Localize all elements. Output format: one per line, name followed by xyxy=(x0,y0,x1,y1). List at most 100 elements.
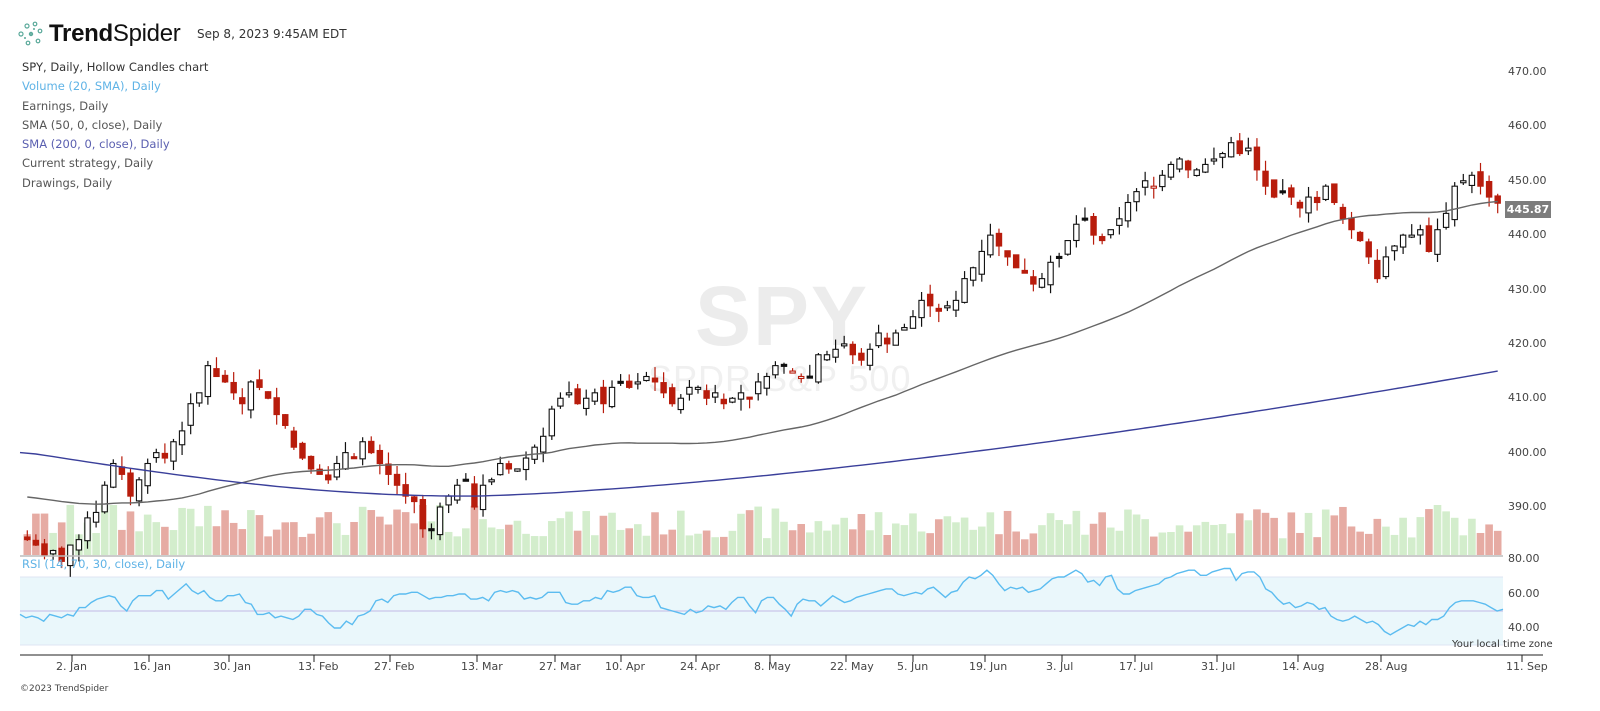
volume-bar xyxy=(393,509,401,555)
volume-bar xyxy=(307,533,315,555)
candle xyxy=(436,506,444,536)
price-tick-label: 470.00 xyxy=(1508,65,1547,78)
volume-bar xyxy=(109,505,118,555)
candle xyxy=(1245,147,1252,152)
candle xyxy=(239,397,246,405)
volume-bar xyxy=(780,521,788,555)
candle xyxy=(1219,153,1226,158)
sma200-line xyxy=(19,370,1498,497)
candle xyxy=(978,250,985,275)
volume-bar xyxy=(298,536,307,555)
candle xyxy=(608,386,616,408)
volume-bar xyxy=(1278,538,1287,555)
volume-bars xyxy=(23,505,1502,555)
candle xyxy=(144,462,151,487)
volume-bar xyxy=(943,516,952,555)
candle xyxy=(359,441,366,460)
timezone-note[interactable]: Your local time zone xyxy=(1452,639,1553,650)
volume-bar xyxy=(814,521,823,555)
candle xyxy=(1425,225,1433,252)
legend-earnings[interactable]: Earnings, Daily xyxy=(22,98,109,113)
volume-bar xyxy=(883,534,891,555)
candle xyxy=(204,365,212,398)
volume-bar xyxy=(1261,512,1270,555)
legend-drawings[interactable]: Drawings, Daily xyxy=(22,175,113,190)
volume-bar xyxy=(1235,513,1244,555)
volume-bar xyxy=(1459,535,1468,555)
volume-bar xyxy=(49,532,57,555)
candle xyxy=(161,452,169,459)
candle xyxy=(299,442,306,459)
volume-bar xyxy=(1450,517,1459,555)
volume-bar xyxy=(848,529,857,555)
volume-bar xyxy=(135,531,143,555)
volume-bar xyxy=(513,520,522,555)
volume-bar xyxy=(711,537,720,555)
candle xyxy=(729,397,736,403)
candle xyxy=(866,348,874,366)
volume-bar xyxy=(376,516,384,555)
candle xyxy=(488,479,495,483)
candle xyxy=(1012,254,1020,269)
candle xyxy=(1485,180,1493,198)
rsi-legend[interactable]: RSI (14, 70, 30, close), Daily xyxy=(22,557,186,571)
candle xyxy=(677,397,685,411)
time-tick-label: 19. Jun xyxy=(969,660,1008,673)
candle xyxy=(497,462,504,476)
volume-bar xyxy=(788,530,797,555)
candle xyxy=(101,484,108,513)
time-tick-label: 27. Feb xyxy=(374,660,415,673)
candle xyxy=(1116,218,1123,226)
volume-bar xyxy=(952,522,960,555)
candle xyxy=(1313,196,1321,204)
volume-bar xyxy=(178,507,186,555)
candle xyxy=(1279,190,1286,194)
legend-main-series[interactable]: SPY, Daily, Hollow Candles chart xyxy=(22,60,209,74)
time-tick-label: 31. Jul xyxy=(1201,660,1236,673)
candle xyxy=(1374,259,1381,280)
candle xyxy=(58,547,65,562)
candle xyxy=(583,397,590,410)
volume-bar xyxy=(1390,534,1399,555)
volume-bar xyxy=(866,530,874,555)
time-tick-label: 16. Jan xyxy=(133,660,171,673)
candle xyxy=(840,343,848,347)
candle xyxy=(445,495,452,506)
candle xyxy=(1038,278,1046,288)
candle xyxy=(1021,269,1028,274)
volume-bar xyxy=(642,535,651,555)
volume-bar xyxy=(1468,518,1476,555)
candle xyxy=(1365,241,1372,258)
time-tick-label: 24. Apr xyxy=(680,660,721,673)
volume-bar xyxy=(126,511,135,555)
candle xyxy=(316,468,323,475)
candle xyxy=(1073,223,1080,242)
candle xyxy=(883,337,891,345)
volume-bar xyxy=(1012,531,1020,555)
volume-bar xyxy=(539,536,548,555)
time-tick-label: 8. May xyxy=(754,660,791,673)
candle xyxy=(402,484,409,497)
candle xyxy=(368,440,375,454)
legend-volume[interactable]: Volume (20, SMA), Daily xyxy=(22,79,161,94)
legend-sma50[interactable]: SMA (50, 0, close), Daily xyxy=(22,117,163,132)
volume-bar xyxy=(926,533,934,555)
candle xyxy=(918,299,925,319)
volume-bar xyxy=(651,512,659,555)
legend-sma200[interactable]: SMA (200, 0, close), Daily xyxy=(22,137,170,152)
volume-bar xyxy=(315,517,324,555)
legend-current-strategy[interactable]: Current strategy, Daily xyxy=(22,156,154,171)
candle xyxy=(282,414,289,426)
candle xyxy=(832,348,839,358)
candle xyxy=(754,381,762,395)
candle xyxy=(1159,174,1166,188)
volume-bar xyxy=(152,522,161,555)
volume-bar xyxy=(1132,514,1141,555)
volume-bar xyxy=(281,522,290,555)
volume-bar xyxy=(986,512,995,555)
candle xyxy=(815,354,822,383)
volume-bar xyxy=(1356,531,1364,555)
price-tick-label: 460.00 xyxy=(1508,119,1547,133)
volume-bar xyxy=(333,523,341,555)
